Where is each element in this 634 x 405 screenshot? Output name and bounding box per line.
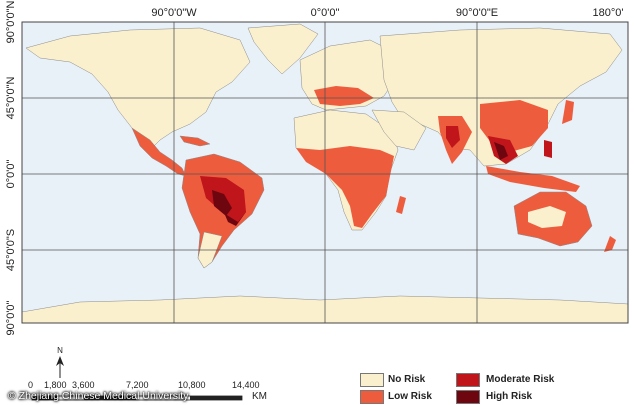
image-credit: © Zhejiang Chinese Medical University (8, 390, 189, 402)
scale-tick: 3,600 (72, 380, 95, 390)
legend-label-high-risk: High Risk (486, 391, 533, 402)
greenland (247, 23, 319, 75)
india-moderate (446, 126, 460, 148)
lat-label-45s: 45°0'0"S (5, 229, 17, 271)
japan (562, 100, 574, 124)
europe-low-risk (314, 86, 374, 106)
legend-swatch-low-risk (360, 390, 384, 404)
lon-label-90e: 90°0'0"E (456, 7, 498, 19)
scale-tick: 14,400 (232, 380, 260, 390)
graticule (22, 22, 628, 323)
scale-bar (31, 395, 243, 401)
australia-interior (528, 206, 566, 228)
africa-low-risk (296, 146, 394, 228)
north-label: N (57, 346, 63, 355)
lat-label-45n: 45°0'0"N (5, 77, 17, 120)
caribbean (179, 135, 211, 147)
new-zealand (604, 236, 616, 252)
legend-swatch-moderate-risk (456, 373, 480, 387)
indonesia (486, 166, 580, 192)
legend-swatch-high-risk (456, 390, 480, 404)
scale-tick: 0 (28, 380, 34, 390)
scale-tick: 7,200 (126, 380, 149, 390)
legend-label-low-risk: Low Risk (388, 391, 432, 402)
lon-label-90w: 90°0'0"W (151, 7, 197, 19)
scale-unit: KM (252, 391, 267, 402)
map-frame (21, 21, 629, 324)
lat-label-0: 0°0'0" (5, 160, 17, 189)
scale-tick: 1,800 (44, 380, 67, 390)
amazon-core-high (212, 190, 232, 216)
madagascar (396, 196, 406, 214)
philippines (544, 140, 552, 158)
legend-label-moderate-risk: Moderate Risk (486, 374, 555, 385)
north-america (25, 27, 251, 151)
lat-label-90s: 90°0'0" (5, 300, 17, 335)
north-arrow-icon (56, 356, 64, 378)
lon-label-180: 180°0' (593, 7, 624, 19)
scale-tick: 10,800 (178, 380, 206, 390)
lat-label-90n: 90°0'0"N (5, 1, 17, 44)
se-asia-high (494, 142, 508, 160)
legend-swatch-no-risk (360, 373, 384, 387)
legend-label-no-risk: No Risk (388, 374, 426, 385)
middle-east (371, 109, 427, 151)
lon-label-0: 0°0'0" (311, 7, 340, 19)
